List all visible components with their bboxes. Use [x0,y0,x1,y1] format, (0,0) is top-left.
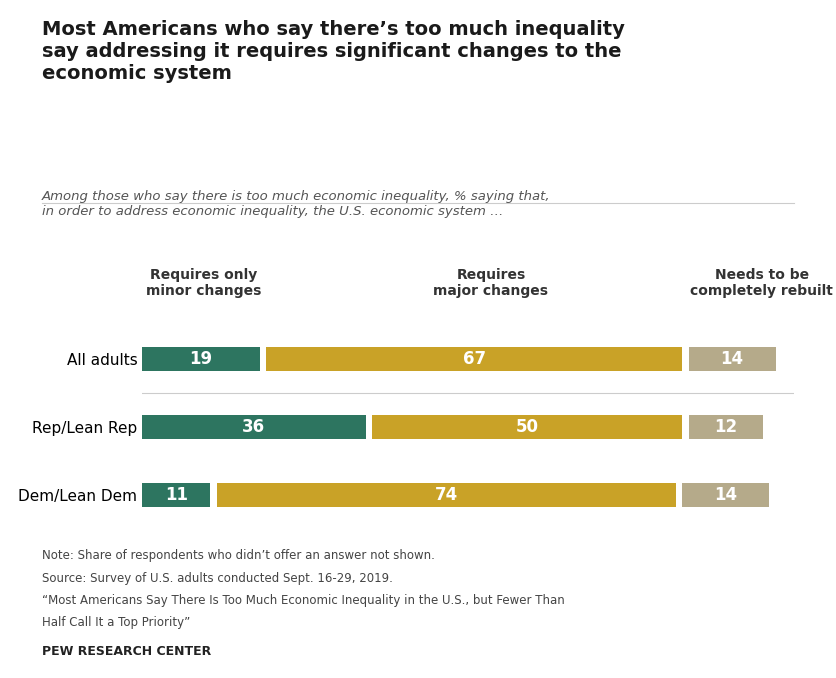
Bar [142,348,260,372]
Bar [372,415,682,439]
Text: Note: Share of respondents who didn’t offer an answer not shown.: Note: Share of respondents who didn’t of… [42,549,435,562]
Bar [689,348,776,372]
Text: Source: Survey of U.S. adults conducted Sept. 16-29, 2019.: Source: Survey of U.S. adults conducted … [42,572,393,584]
Text: Needs to be
completely rebuilt: Needs to be completely rebuilt [691,268,833,298]
Text: “Most Americans Say There Is Too Much Economic Inequality in the U.S., but Fewer: “Most Americans Say There Is Too Much Ec… [42,594,564,607]
Text: 14: 14 [721,351,744,368]
Text: Most Americans who say there’s too much inequality
say addressing it requires si: Most Americans who say there’s too much … [42,20,624,83]
Bar [142,483,211,507]
Bar [689,415,763,439]
Text: 19: 19 [190,351,212,368]
Bar [267,348,682,372]
Text: Requires only
minor changes: Requires only minor changes [146,268,262,298]
Text: 50: 50 [516,418,538,436]
Text: 11: 11 [165,486,188,504]
Text: 67: 67 [463,351,486,368]
Text: 12: 12 [714,418,737,436]
Text: Among those who say there is too much economic inequality, % saying that,
in ord: Among those who say there is too much ec… [42,190,550,218]
Bar [682,483,769,507]
Text: 74: 74 [435,486,458,504]
Text: Half Call It a Top Priority”: Half Call It a Top Priority” [42,616,190,629]
Text: 14: 14 [714,486,737,504]
Text: Requires
major changes: Requires major changes [434,268,548,298]
Text: PEW RESEARCH CENTER: PEW RESEARCH CENTER [42,645,211,658]
Text: 36: 36 [242,418,266,436]
Bar [142,415,365,439]
Bar [217,483,676,507]
